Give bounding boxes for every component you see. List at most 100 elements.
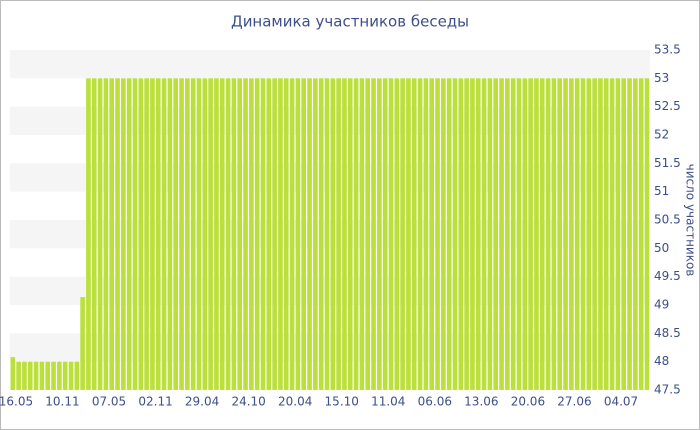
y-tick-label: 48 xyxy=(654,354,669,368)
x-tick-label: 13.06 xyxy=(464,395,498,409)
bar xyxy=(237,78,243,390)
bar xyxy=(470,78,475,390)
bar xyxy=(33,361,39,390)
bar xyxy=(423,78,429,390)
bar xyxy=(627,78,632,390)
bar xyxy=(289,78,295,390)
bar xyxy=(609,78,615,390)
bar xyxy=(336,78,341,390)
bar xyxy=(68,361,74,390)
bar xyxy=(353,78,359,390)
bar xyxy=(586,78,592,390)
bar xyxy=(16,361,21,390)
bar xyxy=(318,78,324,390)
bar xyxy=(580,78,586,390)
bar xyxy=(243,78,248,390)
y-tick-label: 51 xyxy=(654,184,669,198)
bar xyxy=(499,78,504,390)
bar xyxy=(481,78,487,390)
bar xyxy=(185,78,190,390)
y-axis-title: число участников xyxy=(684,164,698,277)
bar xyxy=(493,78,499,390)
bar xyxy=(633,78,638,390)
y-tick-label: 49.5 xyxy=(654,269,681,283)
y-tick-label: 49 xyxy=(654,298,669,312)
bar xyxy=(301,78,307,390)
bar xyxy=(150,78,155,390)
x-tick-label: 27.06 xyxy=(557,395,591,409)
bar xyxy=(330,78,336,390)
bar xyxy=(167,78,173,390)
bar xyxy=(429,78,435,390)
bar xyxy=(435,78,440,390)
bar xyxy=(266,78,272,390)
bar xyxy=(260,78,266,390)
bar xyxy=(278,78,283,390)
bar xyxy=(545,78,551,390)
bar xyxy=(80,297,85,390)
bar xyxy=(510,78,516,390)
y-tick-label: 48.5 xyxy=(654,326,681,340)
bar xyxy=(539,78,545,390)
bar xyxy=(295,78,301,390)
bar xyxy=(563,78,568,390)
x-tick-label: 11.04 xyxy=(371,395,405,409)
y-tick-label: 51.5 xyxy=(654,156,681,170)
bar xyxy=(598,78,603,390)
bar xyxy=(57,361,62,390)
bar xyxy=(307,78,312,390)
bar xyxy=(126,78,132,390)
x-tick-label: 15.10 xyxy=(325,395,359,409)
x-tick-label: 16.05 xyxy=(0,395,33,409)
chart-title: Динамика участников беседы xyxy=(231,13,469,31)
y-tick-label: 52 xyxy=(654,128,669,142)
bar xyxy=(347,78,353,390)
bar xyxy=(551,78,557,390)
bar xyxy=(272,78,277,390)
bar xyxy=(441,78,446,390)
y-tick-label: 50 xyxy=(654,241,669,255)
bar xyxy=(324,78,330,390)
bar xyxy=(464,78,469,390)
bar xyxy=(400,78,405,390)
bar xyxy=(487,78,493,390)
bar xyxy=(411,78,417,390)
bar xyxy=(592,78,597,390)
bar xyxy=(371,78,376,390)
y-tick-label: 52.5 xyxy=(654,99,681,113)
bar xyxy=(382,78,388,390)
bar xyxy=(254,78,260,390)
bar xyxy=(417,78,423,390)
bar xyxy=(452,78,458,390)
bar xyxy=(10,357,16,390)
bar xyxy=(406,78,411,390)
bar xyxy=(516,78,522,390)
bar xyxy=(522,78,528,390)
y-tick-label: 53.5 xyxy=(654,43,681,57)
bar xyxy=(574,78,580,390)
bar xyxy=(74,361,80,390)
bar xyxy=(219,78,225,390)
bar xyxy=(97,78,103,390)
x-tick-label: 07.05 xyxy=(92,395,126,409)
bar xyxy=(557,78,563,390)
x-tick-label: 04.07 xyxy=(604,395,638,409)
bar xyxy=(475,78,481,390)
bar xyxy=(115,78,120,390)
bar xyxy=(27,361,33,390)
bar xyxy=(109,78,115,390)
x-tick-label: 06.06 xyxy=(418,395,452,409)
x-tick-label: 20.06 xyxy=(511,395,545,409)
bar xyxy=(22,361,27,390)
bar xyxy=(615,78,621,390)
x-tick-label: 10.11 xyxy=(45,395,79,409)
bar xyxy=(249,78,254,390)
bar xyxy=(62,361,68,390)
bar xyxy=(144,78,149,390)
bar xyxy=(132,78,138,390)
x-tick-label: 20.04 xyxy=(278,395,312,409)
bar xyxy=(214,78,219,390)
bar xyxy=(208,78,213,390)
bar xyxy=(359,78,365,390)
